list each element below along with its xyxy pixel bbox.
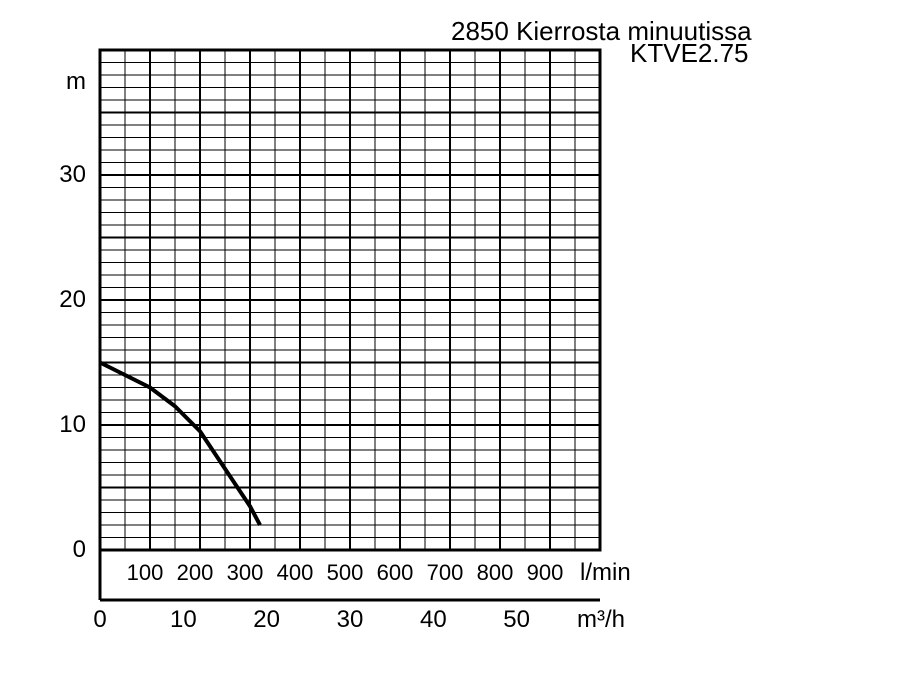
x-tick-label-lpm: 100 bbox=[126, 560, 164, 585]
y-tick-label: 20 bbox=[59, 286, 86, 313]
pump-curve-line bbox=[99, 360, 262, 526]
x-tick-label-lpm: 600 bbox=[376, 560, 414, 585]
major-grid bbox=[100, 50, 600, 550]
chart-title: 2850 Kierrosta minuutissa bbox=[451, 16, 752, 46]
plot-frame bbox=[98, 48, 602, 602]
model-label: KTVE2.75 bbox=[630, 38, 749, 68]
y-tick-label: 0 bbox=[72, 536, 86, 563]
x-tick-label-m3h: 30 bbox=[336, 606, 364, 633]
x-tick-label-lpm: 800 bbox=[476, 560, 514, 585]
y-tick-label: 30 bbox=[59, 161, 86, 188]
plot-border bbox=[98, 48, 602, 552]
x-tick-label-lpm: 700 bbox=[426, 560, 464, 585]
y-axis-label: m bbox=[66, 68, 86, 95]
x-tick-label-lpm: 900 bbox=[526, 560, 564, 585]
x-tick-label-lpm: 500 bbox=[326, 560, 364, 585]
curve-layer bbox=[99, 360, 262, 526]
x-tick-label-m3h: 10 bbox=[169, 606, 197, 633]
x-tick-label-m3h: 20 bbox=[253, 606, 281, 633]
x-tick-label-lpm: 300 bbox=[226, 560, 264, 585]
x-axis-unit-m3h: m³/h bbox=[577, 606, 625, 633]
x-tick-label-m3h: 50 bbox=[503, 606, 531, 633]
x-tick-label-lpm: 400 bbox=[276, 560, 314, 585]
x-axis-unit-lpm: l/min bbox=[580, 559, 631, 586]
x-tick-label-lpm: 200 bbox=[176, 560, 214, 585]
x-tick-label-m3h: 40 bbox=[419, 606, 447, 633]
y-tick-label: 10 bbox=[59, 411, 86, 438]
x-tick-label-m3h: 0 bbox=[93, 606, 107, 633]
